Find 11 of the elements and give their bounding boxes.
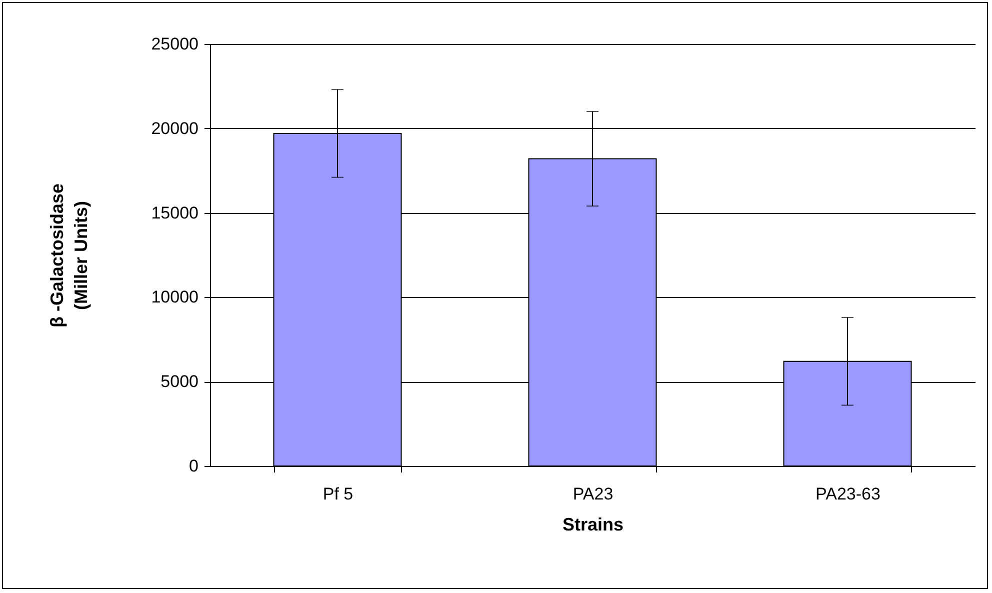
x-tick-label: PA23-63 bbox=[816, 484, 880, 504]
y-tick-label: 25000 bbox=[151, 34, 198, 54]
y-tick-label: 5000 bbox=[160, 372, 198, 392]
y-tick-label: 10000 bbox=[151, 288, 198, 307]
y-axis-title: β -Galactosidase (Miller Units) bbox=[47, 183, 92, 328]
y-tick-label: 15000 bbox=[151, 203, 198, 222]
x-tick-label: PA23 bbox=[572, 484, 614, 504]
y-tick-label: 20000 bbox=[151, 118, 198, 138]
y-tick-label: 0 bbox=[189, 456, 198, 476]
x-tick-label: Pf 5 bbox=[322, 484, 354, 504]
x-axis-title: Strains bbox=[562, 514, 624, 534]
